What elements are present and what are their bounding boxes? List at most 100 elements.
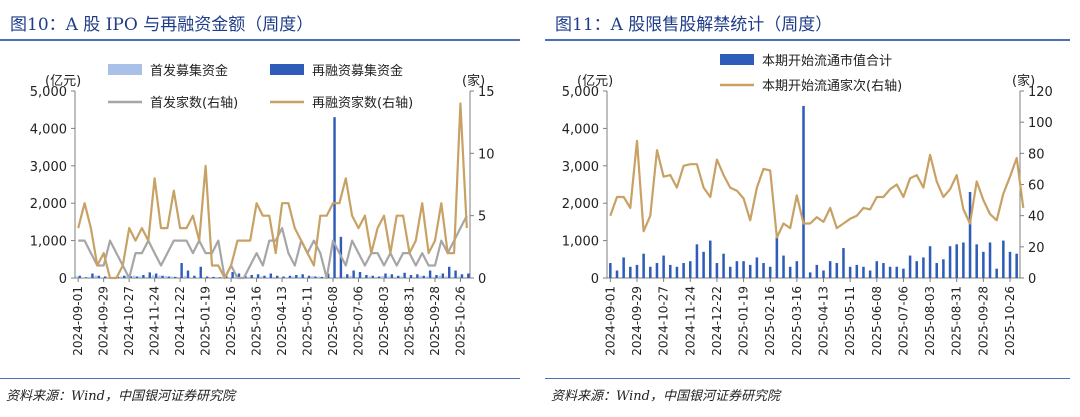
bar-b [199,266,202,278]
bar-b [295,275,298,278]
bar-b [263,275,266,278]
y-right-tick-label: 100 [1028,116,1053,131]
bar-b [301,274,304,278]
bar-a [888,266,892,278]
x-tick-label: 2025-04-13 [816,286,830,356]
bar-a [868,270,872,278]
bar-a [132,275,136,278]
bar-a [895,266,899,278]
y-right-tick-label: 120 [1028,85,1053,100]
bar-a [842,248,845,278]
bar-b [129,276,132,278]
bar-b [448,266,451,278]
y-right-tick-label: 5 [478,210,486,225]
bar-a [982,251,985,278]
bar-a [988,242,992,278]
x-tick-label: 2025-08-31 [950,286,964,356]
bar-b [441,273,445,278]
bar-a [962,242,965,278]
bar-b [269,273,273,278]
legend-label: 首发募集资金 [150,63,228,79]
bar-b [435,275,438,278]
bar-b [123,275,126,278]
bar-a [304,277,308,278]
bar-a [343,276,346,278]
bar-b [180,263,183,278]
bar-a [164,276,168,278]
bar-a [715,263,719,278]
bar-b [390,274,394,278]
bar-b [142,275,145,278]
bar-b [467,273,470,278]
y-left-tick-label: 4,000 [30,122,67,137]
y-right-tick-label: 40 [1028,210,1045,225]
bar-a [682,263,685,278]
y-left-unit: (亿元) [577,74,613,89]
y-right-tick-label: 15 [478,85,495,100]
bar-a [669,264,672,278]
bar-a [406,277,410,278]
bar-a [292,276,295,278]
bar-a [228,277,231,278]
title-rule [545,39,1070,41]
bar-b [135,276,139,278]
bar-a [120,276,123,278]
bar-a [942,259,945,278]
y-left-tick-label: 0 [59,272,67,287]
right-panel: 图11：A 股限售股解禁统计（周度） 0 1,000 2,000 3,000 4,000… [545,0,1080,417]
y-right-tick-label: 10 [478,147,495,162]
y-left-tick-label: 3,000 [30,160,67,175]
y-left-tick-label: 0 [591,272,599,287]
x-tick-label: 2025-07-06 [896,286,910,356]
bar-a [158,275,161,278]
bar-a [100,277,104,278]
bar-a [177,276,180,278]
bar-a [432,276,435,278]
bar-a [75,276,78,278]
bar-a [862,266,865,278]
bar-a [629,266,632,278]
bar-a [748,264,752,278]
bar-a [708,240,712,278]
bar-b [154,273,158,278]
legend-label: 再融资家数(右轴) [312,95,413,111]
bar-a [649,266,652,278]
bar-a [81,277,85,278]
bar-a [381,276,384,278]
bar-b [282,276,285,278]
bar-a [349,276,352,278]
bar-a [662,255,665,278]
bar-a [88,276,91,278]
x-tick-label: 2025-08-03 [923,286,937,356]
bar-a [795,261,799,278]
bar-a [935,263,938,278]
bar-a [336,276,340,278]
bar-a [735,261,739,278]
x-tick-label: 2025-05-11 [301,286,315,356]
bar-a [183,276,187,278]
bar-a [815,264,819,278]
bar-a [695,244,699,278]
bar-a [368,276,371,278]
bar-a [635,264,639,278]
x-tick-label: 2025-08-31 [402,286,416,356]
bar-b [161,275,164,278]
bar-a [702,251,705,278]
bar-b [416,274,419,278]
y-right-unit: (家) [1012,73,1035,89]
bar-b [397,275,400,278]
y-left-tick-label: 5,000 [30,85,67,100]
bar-a [400,276,403,278]
y-left-tick-label: 1,000 [30,235,67,250]
bar-a [94,275,97,278]
x-tick-label: 2025-02-16 [224,286,238,356]
legend-label: 首发家数(右轴) [150,95,238,111]
bar-b [288,275,292,278]
bar-b [371,275,374,278]
bar-b [384,273,387,278]
x-tick-label: 2025-02-16 [763,286,777,356]
x-tick-label: 2024-09-01 [71,286,85,356]
footer-rule [0,378,520,379]
bar-a [742,261,745,278]
title-rule [0,39,520,41]
